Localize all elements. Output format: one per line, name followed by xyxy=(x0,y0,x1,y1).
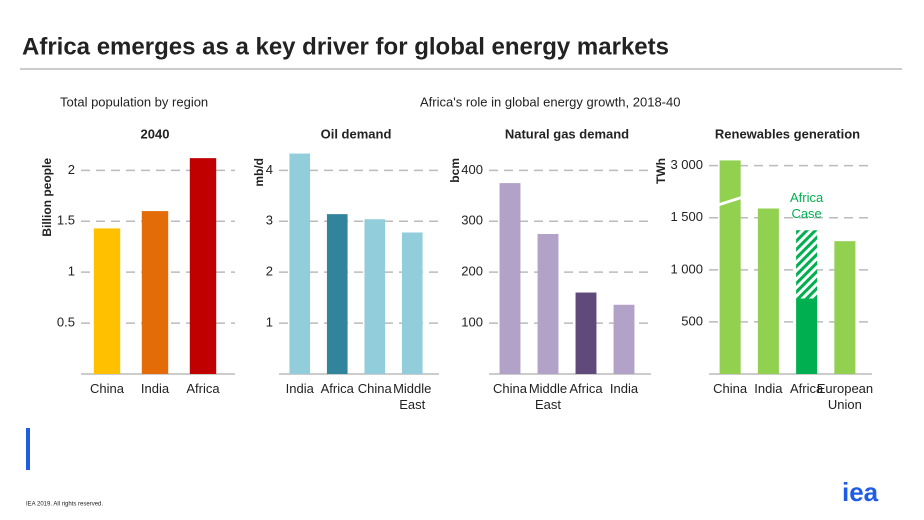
x-tick-label: European Union xyxy=(816,381,874,412)
axis-break xyxy=(755,195,781,207)
bar xyxy=(326,214,348,374)
y-tick-label: 300 xyxy=(461,213,483,228)
x-tick-label: Middle East xyxy=(393,381,432,412)
bar xyxy=(757,208,779,374)
y-tick-label: 500 xyxy=(681,313,703,328)
chart-title: Renewables generation xyxy=(715,126,860,141)
y-tick-label: 3 xyxy=(266,213,273,228)
chart-title: 2040 xyxy=(141,126,170,141)
bar xyxy=(796,298,818,374)
x-tick-label: India xyxy=(754,381,783,396)
bar xyxy=(613,304,635,374)
bar xyxy=(537,234,559,374)
x-tick-label: India xyxy=(140,381,170,396)
y-axis-label: mb/d xyxy=(252,158,266,187)
y-tick-label: 2 xyxy=(266,264,273,279)
x-tick-label: Africa xyxy=(790,381,824,396)
bar xyxy=(796,230,818,299)
y-tick-label: 2 xyxy=(68,162,75,177)
bar xyxy=(719,160,741,374)
y-tick-label: 3 000 xyxy=(670,157,703,172)
y-tick-label: 1 000 xyxy=(670,261,703,276)
bar xyxy=(575,292,597,374)
y-tick-label: 400 xyxy=(461,162,483,177)
x-tick-label: Africa xyxy=(320,381,354,396)
x-tick-label: India xyxy=(285,381,314,396)
footer: IEA 2019. All rights reserved. xyxy=(26,502,103,508)
bar xyxy=(401,232,423,374)
y-tick-label: 1 xyxy=(68,264,75,279)
right-heading: Africa's role in global energy growth, 2… xyxy=(420,94,680,109)
x-tick-label: India xyxy=(609,381,639,396)
left-heading: Total population by region xyxy=(60,94,208,109)
slide-title: Africa emerges as a key driver for globa… xyxy=(22,33,669,60)
y-tick-label: 0.5 xyxy=(57,315,75,330)
chart-title: Natural gas demand xyxy=(505,126,629,141)
bar xyxy=(189,158,217,374)
x-tick-label: China xyxy=(357,381,392,396)
bar xyxy=(364,219,386,374)
bar xyxy=(834,241,856,374)
x-tick-label: China xyxy=(713,381,748,396)
y-tick-label: 100 xyxy=(461,315,483,330)
accent-bar xyxy=(26,428,30,470)
y-tick-label: 1 500 xyxy=(670,209,703,224)
bar xyxy=(289,153,311,374)
chart-title: Oil demand xyxy=(321,126,392,141)
x-tick-label: Africa xyxy=(186,381,220,396)
y-tick-label: 1.5 xyxy=(57,213,75,228)
y-tick-label: 200 xyxy=(461,264,483,279)
bar xyxy=(499,183,521,374)
bar xyxy=(141,211,169,374)
y-tick-label: 4 xyxy=(266,162,273,177)
annotation: Africa Case xyxy=(790,190,824,222)
axis-break xyxy=(717,195,743,207)
y-axis-label: Billion people xyxy=(40,158,54,237)
x-tick-label: China xyxy=(493,381,527,396)
bar xyxy=(93,228,121,374)
x-tick-label: Middle East xyxy=(528,381,568,412)
logo: iea xyxy=(842,477,879,507)
y-tick-label: 1 xyxy=(266,315,273,330)
x-tick-label: Africa xyxy=(569,381,603,396)
x-tick-label: China xyxy=(90,381,124,396)
y-axis-label: TWh xyxy=(654,158,668,184)
y-axis-label: bcm xyxy=(448,158,462,183)
